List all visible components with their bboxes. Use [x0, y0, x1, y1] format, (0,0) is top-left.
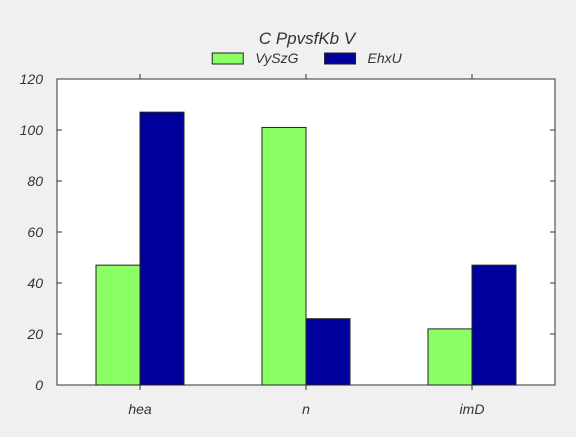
y-axis: 0 20 40 60 80 100 120 — [20, 71, 555, 393]
y-tick-label: 60 — [27, 224, 43, 240]
x-tick-label: imD — [460, 401, 485, 417]
legend-swatch-VySzG — [211, 52, 244, 65]
legend: VySzG EhxU — [211, 50, 403, 66]
bar-EhxU-hea — [139, 111, 185, 386]
x-tick-label: hea — [128, 401, 152, 417]
y-tick-label: 40 — [27, 275, 43, 291]
legend-label: EhxU — [368, 50, 403, 66]
bars — [95, 111, 517, 386]
bar-EhxU-n — [305, 318, 351, 386]
legend-swatch-EhxU — [324, 52, 357, 65]
x-axis: hea n imD — [128, 74, 484, 417]
y-tick-label: 0 — [35, 377, 43, 393]
bar-VySzG-n — [261, 126, 307, 386]
legend-label: VySzG — [255, 50, 298, 66]
chart-title: C PpvsfKb V — [259, 29, 357, 48]
bar-VySzG-hea — [95, 264, 141, 386]
bar-EhxU-imD — [471, 264, 517, 386]
y-tick-label: 80 — [27, 173, 43, 189]
y-tick-label: 100 — [20, 122, 44, 138]
bar-VySzG-imD — [427, 328, 473, 386]
x-tick-label: n — [302, 401, 310, 417]
y-tick-label: 120 — [20, 71, 44, 87]
y-tick-label: 20 — [26, 326, 43, 342]
